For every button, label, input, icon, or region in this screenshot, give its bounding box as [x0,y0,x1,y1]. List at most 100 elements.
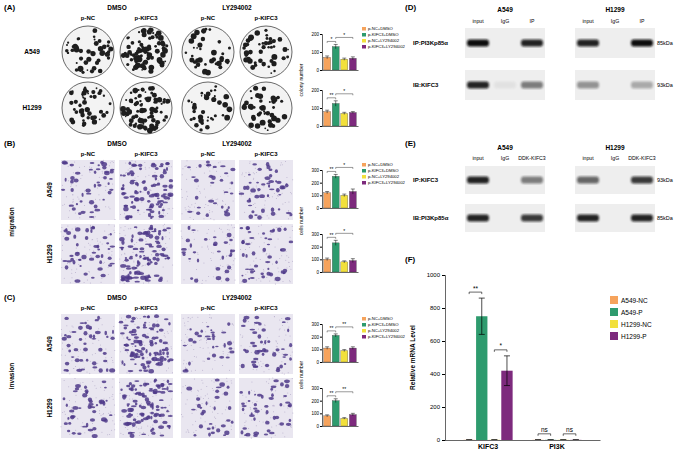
cell [145,349,147,353]
tick-label: 300 [311,168,319,173]
pore [98,328,99,329]
cell [89,216,94,218]
cell [254,264,258,267]
cell [80,200,83,202]
cell [213,242,218,246]
colony [192,117,195,120]
cell [250,188,256,192]
cell [147,191,150,195]
pore [73,326,74,327]
colony [199,48,201,50]
colony-plate [240,82,292,134]
pore [222,266,223,267]
cell [266,165,270,169]
pore [213,168,214,169]
pore [233,237,234,238]
colony [134,52,138,56]
pore [229,188,230,189]
pore [213,276,214,277]
pore [290,237,291,238]
legend-swatch [362,169,366,173]
pore [197,254,198,255]
cell [83,347,88,351]
colony [76,62,78,64]
colony [143,118,147,122]
cell [102,199,104,201]
image-panel: (B)DMSOLY294002p-NCp-KIFC3p-NCp-KIFC3mig… [4,139,293,284]
cell [139,251,144,253]
colony [125,99,127,101]
cell [245,243,251,245]
colony [164,115,168,119]
pore [242,174,243,175]
cell [147,315,149,318]
pore [187,344,188,345]
cell [132,205,136,209]
colony [83,88,87,92]
cell [66,344,70,348]
axis-line [323,272,359,273]
cell [245,268,250,270]
pore [208,347,209,348]
colony [260,105,266,111]
cell [216,276,222,280]
pore [90,255,91,257]
colony [193,47,195,49]
colony [161,52,164,55]
colony [211,50,217,56]
legend-swatch [362,181,366,185]
pore [73,368,74,369]
cell [164,318,169,320]
pore [223,353,224,354]
pore [187,196,188,197]
pore [73,368,74,369]
colony [245,54,248,57]
transwell-image [61,224,116,284]
pore [258,278,259,279]
pore [286,255,287,257]
cell [92,252,97,254]
cell [135,182,138,186]
pore [160,178,161,179]
pore [113,326,114,327]
colony [85,107,90,112]
pore [141,201,142,202]
cell [249,198,251,202]
pore [266,277,267,278]
pore [157,320,158,321]
pore [204,189,205,190]
pore [184,166,185,167]
cell [101,254,104,258]
pore [128,228,129,229]
cell [249,237,254,239]
group-label: DMSO [107,140,127,147]
cell [75,227,80,231]
pore [182,168,183,169]
cell [246,186,250,191]
pore [134,339,135,340]
legend-swatch [362,27,366,31]
pore [233,260,234,261]
cell [230,168,235,171]
pore [149,339,150,340]
cell [206,213,209,217]
cell [152,257,156,261]
cell [246,226,250,230]
tick-mark [320,259,322,260]
pore [64,204,65,205]
pore [172,265,173,266]
pore [76,259,77,260]
pore [227,354,228,355]
colony [97,91,101,95]
cell [140,275,146,280]
pore [229,182,230,183]
colony [142,32,147,37]
row-label: A549 [46,336,53,352]
colony [73,108,76,111]
cell [129,271,132,274]
plate [62,82,114,134]
pore [246,172,247,173]
cell [150,225,153,229]
pore [255,258,256,259]
pore [102,171,103,172]
